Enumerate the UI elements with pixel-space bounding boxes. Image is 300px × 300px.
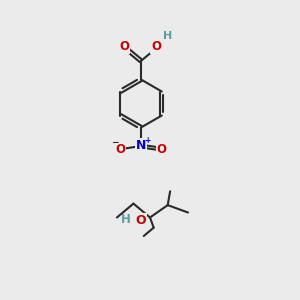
Text: −: − (111, 138, 118, 147)
Text: O: O (157, 142, 167, 156)
Text: +: + (144, 136, 150, 145)
Text: N: N (136, 139, 146, 152)
Text: H: H (164, 31, 172, 41)
Text: O: O (136, 214, 146, 227)
Text: O: O (151, 40, 161, 53)
Text: H: H (121, 213, 130, 226)
Text: O: O (115, 142, 125, 156)
Text: O: O (120, 40, 130, 53)
